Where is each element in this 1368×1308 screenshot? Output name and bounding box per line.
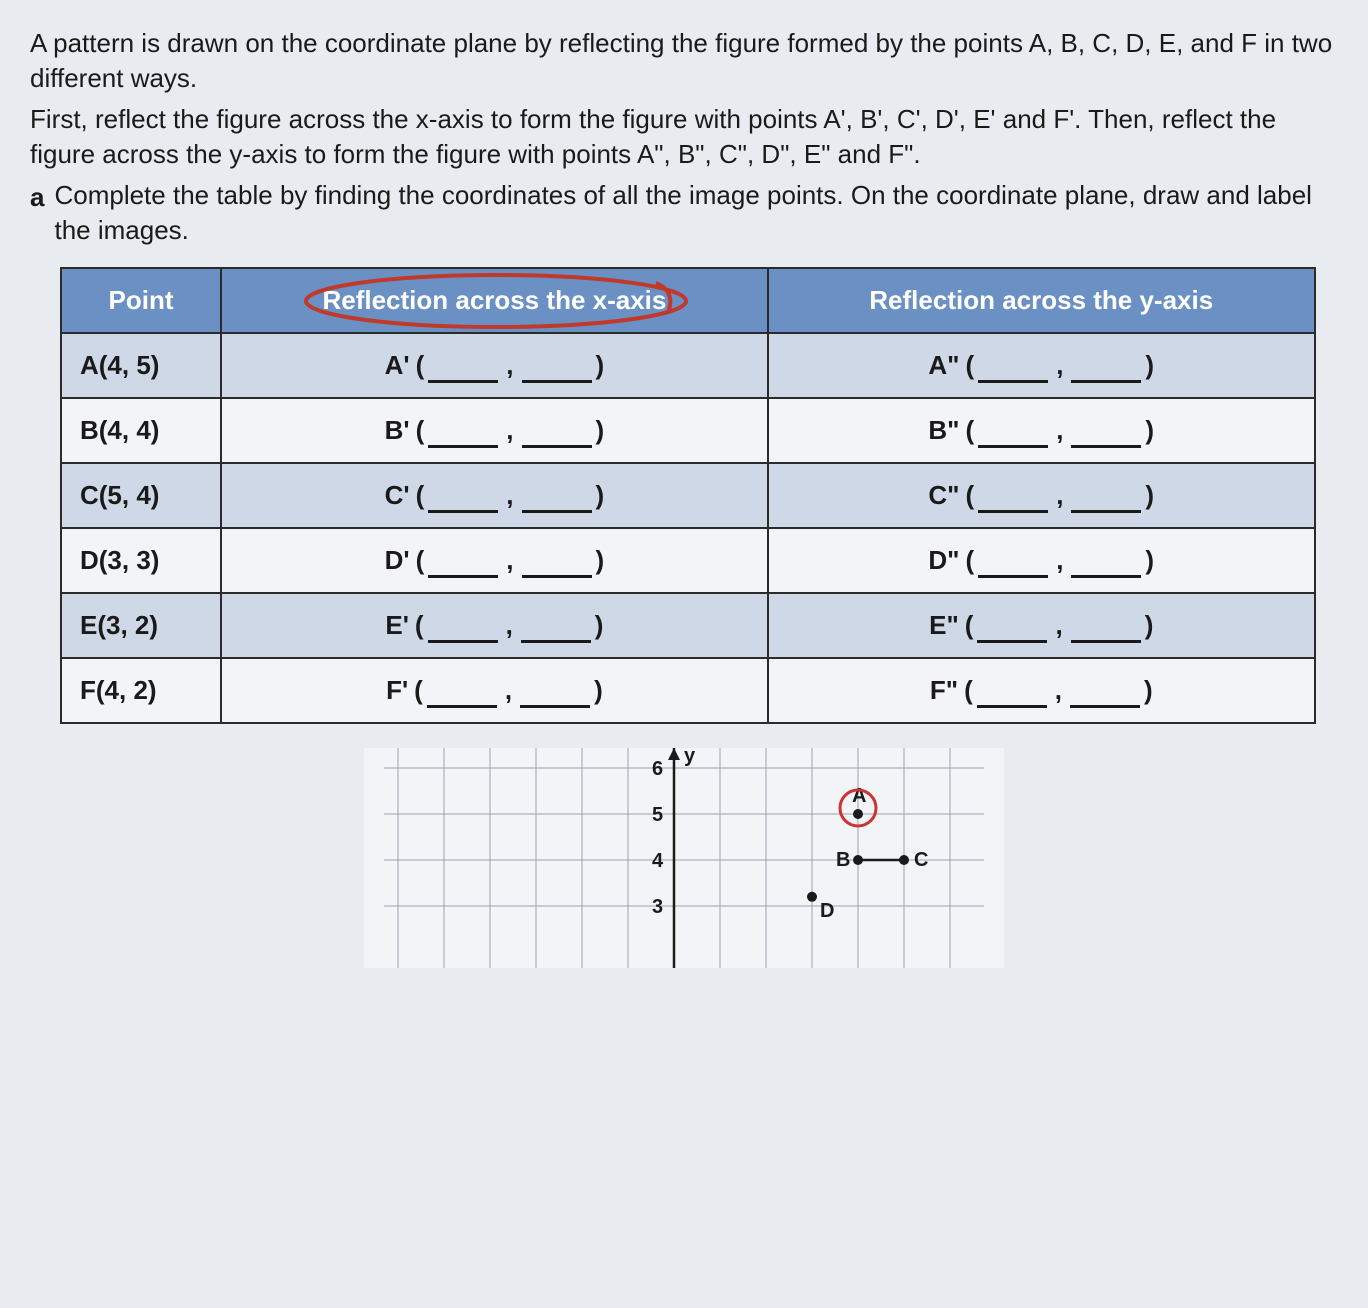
svg-text:B: B	[836, 849, 850, 871]
point-cell: F(4, 2)	[61, 658, 221, 723]
table-row: F(4, 2)F'(,)F"(,)	[61, 658, 1315, 723]
blank-input[interactable]	[521, 621, 591, 643]
th-point: Point	[61, 268, 221, 333]
blank-input[interactable]	[1071, 361, 1141, 383]
xreflect-cell: B'(,)	[221, 398, 768, 463]
yreflect-cell: F"(,)	[768, 658, 1315, 723]
blank-input[interactable]	[977, 686, 1047, 708]
header-circle-annotation: Reflection across the x-axis	[322, 285, 666, 315]
svg-text:6: 6	[652, 758, 663, 780]
blank-input[interactable]	[1071, 621, 1141, 643]
table-row: B(4, 4)B'(,)B"(,)	[61, 398, 1315, 463]
xreflect-cell: A'(,)	[221, 333, 768, 398]
blank-input[interactable]	[520, 686, 590, 708]
problem-text: A pattern is drawn on the coordinate pla…	[30, 26, 1338, 249]
point-cell: C(5, 4)	[61, 463, 221, 528]
xreflect-cell: F'(,)	[221, 658, 768, 723]
th-xreflect: Reflection across the x-axis	[221, 268, 768, 333]
blank-input[interactable]	[1071, 556, 1141, 578]
yreflect-cell: A"(,)	[768, 333, 1315, 398]
point-cell: B(4, 4)	[61, 398, 221, 463]
blank-input[interactable]	[428, 491, 498, 513]
svg-text:4: 4	[652, 850, 664, 872]
blank-input[interactable]	[522, 361, 592, 383]
reflection-table: Point Reflection across the x-axis Refle…	[60, 267, 1316, 725]
table-row: D(3, 3)D'(,)D"(,)	[61, 528, 1315, 593]
svg-text:y: y	[684, 748, 696, 767]
blank-input[interactable]	[428, 556, 498, 578]
intro-p3: Complete the table by finding the coordi…	[54, 178, 1338, 248]
blank-input[interactable]	[978, 491, 1048, 513]
coordinate-grid-wrap: y 6 5 4 3 A B C D	[30, 748, 1338, 968]
xreflect-cell: D'(,)	[221, 528, 768, 593]
th-yreflect: Reflection across the y-axis	[768, 268, 1315, 333]
blank-input[interactable]	[978, 426, 1048, 448]
blank-input[interactable]	[427, 686, 497, 708]
blank-input[interactable]	[428, 621, 498, 643]
point-cell: A(4, 5)	[61, 333, 221, 398]
blank-input[interactable]	[1071, 426, 1141, 448]
svg-text:3: 3	[652, 896, 663, 918]
table-body: A(4, 5)A'(,)A"(,)B(4, 4)B'(,)B"(,)C(5, 4…	[61, 333, 1315, 724]
svg-text:C: C	[914, 849, 928, 871]
yreflect-cell: C"(,)	[768, 463, 1315, 528]
blank-input[interactable]	[978, 556, 1048, 578]
blank-input[interactable]	[1070, 686, 1140, 708]
blank-input[interactable]	[522, 426, 592, 448]
coordinate-grid: y 6 5 4 3 A B C D	[364, 748, 1004, 968]
blank-input[interactable]	[1071, 491, 1141, 513]
xreflect-cell: C'(,)	[221, 463, 768, 528]
blank-input[interactable]	[522, 491, 592, 513]
xreflect-cell: E'(,)	[221, 593, 768, 658]
svg-text:D: D	[820, 900, 834, 922]
table-row: A(4, 5)A'(,)A"(,)	[61, 333, 1315, 398]
table-row: C(5, 4)C'(,)C"(,)	[61, 463, 1315, 528]
svg-text:A: A	[852, 785, 866, 807]
blank-input[interactable]	[428, 361, 498, 383]
blank-input[interactable]	[977, 621, 1047, 643]
bullet-letter: a	[30, 180, 44, 215]
yreflect-cell: D"(,)	[768, 528, 1315, 593]
svg-text:5: 5	[652, 804, 663, 826]
blank-input[interactable]	[978, 361, 1048, 383]
yreflect-cell: E"(,)	[768, 593, 1315, 658]
intro-p1: A pattern is drawn on the coordinate pla…	[30, 26, 1338, 96]
point-cell: E(3, 2)	[61, 593, 221, 658]
blank-input[interactable]	[428, 426, 498, 448]
intro-p2: First, reflect the figure across the x-a…	[30, 102, 1338, 172]
point-cell: D(3, 3)	[61, 528, 221, 593]
blank-input[interactable]	[522, 556, 592, 578]
table-row: E(3, 2)E'(,)E"(,)	[61, 593, 1315, 658]
yreflect-cell: B"(,)	[768, 398, 1315, 463]
